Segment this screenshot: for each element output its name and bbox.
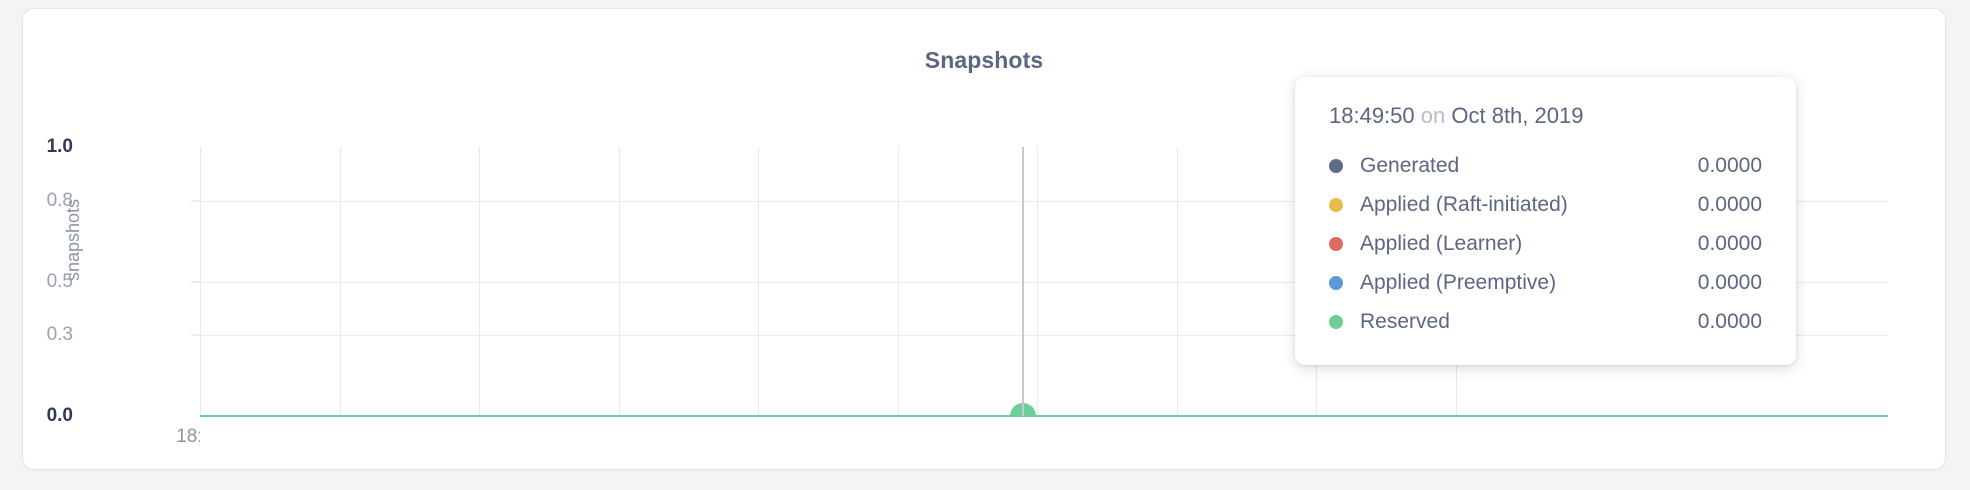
gridline-vertical xyxy=(1176,147,1178,416)
gridline-vertical xyxy=(200,147,201,416)
tooltip-series-label: Applied (Raft-initiated) xyxy=(1360,192,1568,216)
axis-clip-mask xyxy=(200,417,1888,443)
hover-tooltip: 18:49:50 on Oct 8th, 2019 Generated 0.000… xyxy=(1295,77,1796,365)
plot-area xyxy=(200,147,1888,429)
series-line xyxy=(200,414,1888,418)
tooltip-date: Oct 8th, 2019 xyxy=(1451,103,1584,128)
tooltip-time: 18:49:50 xyxy=(1329,103,1415,128)
series-color-dot-icon xyxy=(1329,236,1343,251)
tooltip-series-label: Applied (Learner) xyxy=(1360,231,1523,255)
tooltip-series-value: 0.0000 xyxy=(1697,270,1762,294)
y-axis-tick-mark xyxy=(191,200,200,202)
tooltip-row: Applied (Learner) 0.0000 xyxy=(1329,224,1762,263)
tooltip-series-value: 0.0000 xyxy=(1697,192,1762,216)
gridline-vertical xyxy=(618,147,620,416)
gridline-horizontal xyxy=(200,335,1888,337)
tooltip-header: 18:49:50 on Oct 8th, 2019 xyxy=(1329,103,1762,129)
tooltip-on-word: on xyxy=(1420,103,1446,128)
gridline-vertical xyxy=(339,147,341,416)
chart-card: Snapshots snapshots 1.0 0.8 0.5 0.3 0.0 18:4… xyxy=(22,8,1946,470)
tooltip-rows: Generated 0.0000 Applied (Raft-initiated) 0… xyxy=(1329,146,1762,341)
y-axis-tick-mark xyxy=(191,281,200,282)
tooltip-row: Applied (Raft-initiated) 0.0000 xyxy=(1329,185,1762,224)
tooltip-series-value: 0.0000 xyxy=(1697,153,1762,177)
tooltip-row: Applied (Preemptive) 0.0000 xyxy=(1329,263,1762,302)
series-color-dot-icon xyxy=(1329,197,1343,212)
y-axis-tick-label: 0.3 xyxy=(46,324,73,346)
tooltip-series-value: 0.0000 xyxy=(1697,309,1762,333)
tooltip-row: Generated 0.0000 xyxy=(1329,146,1762,185)
gridline-horizontal xyxy=(200,200,1888,202)
tooltip-series-label: Reserved xyxy=(1360,309,1450,333)
gridline-vertical xyxy=(1037,147,1038,416)
gridline-vertical xyxy=(479,147,480,416)
series-color-dot-icon xyxy=(1329,275,1343,290)
series-color-dot-icon xyxy=(1329,158,1343,173)
gridline-vertical xyxy=(897,147,899,416)
page-title: Snapshots xyxy=(924,47,1044,73)
gridline-vertical xyxy=(758,147,759,416)
tooltip-row: Reserved 0.0000 xyxy=(1329,302,1762,341)
y-axis-tick-label: 0.8 xyxy=(46,189,73,211)
gridline-horizontal xyxy=(200,281,1888,283)
y-axis-tick-label: 0.0 xyxy=(46,405,73,426)
y-axis-tick-mark xyxy=(191,334,200,336)
tooltip-series-value: 0.0000 xyxy=(1697,231,1762,255)
tooltip-series-label: Applied (Preemptive) xyxy=(1360,270,1557,294)
y-axis-tick-label: 0.5 xyxy=(46,270,73,292)
tooltip-series-label: Generated xyxy=(1360,153,1460,177)
hover-crosshair-line xyxy=(1022,147,1024,416)
y-axis-tick-label: 1.0 xyxy=(46,136,73,157)
series-color-dot-icon xyxy=(1329,314,1343,329)
